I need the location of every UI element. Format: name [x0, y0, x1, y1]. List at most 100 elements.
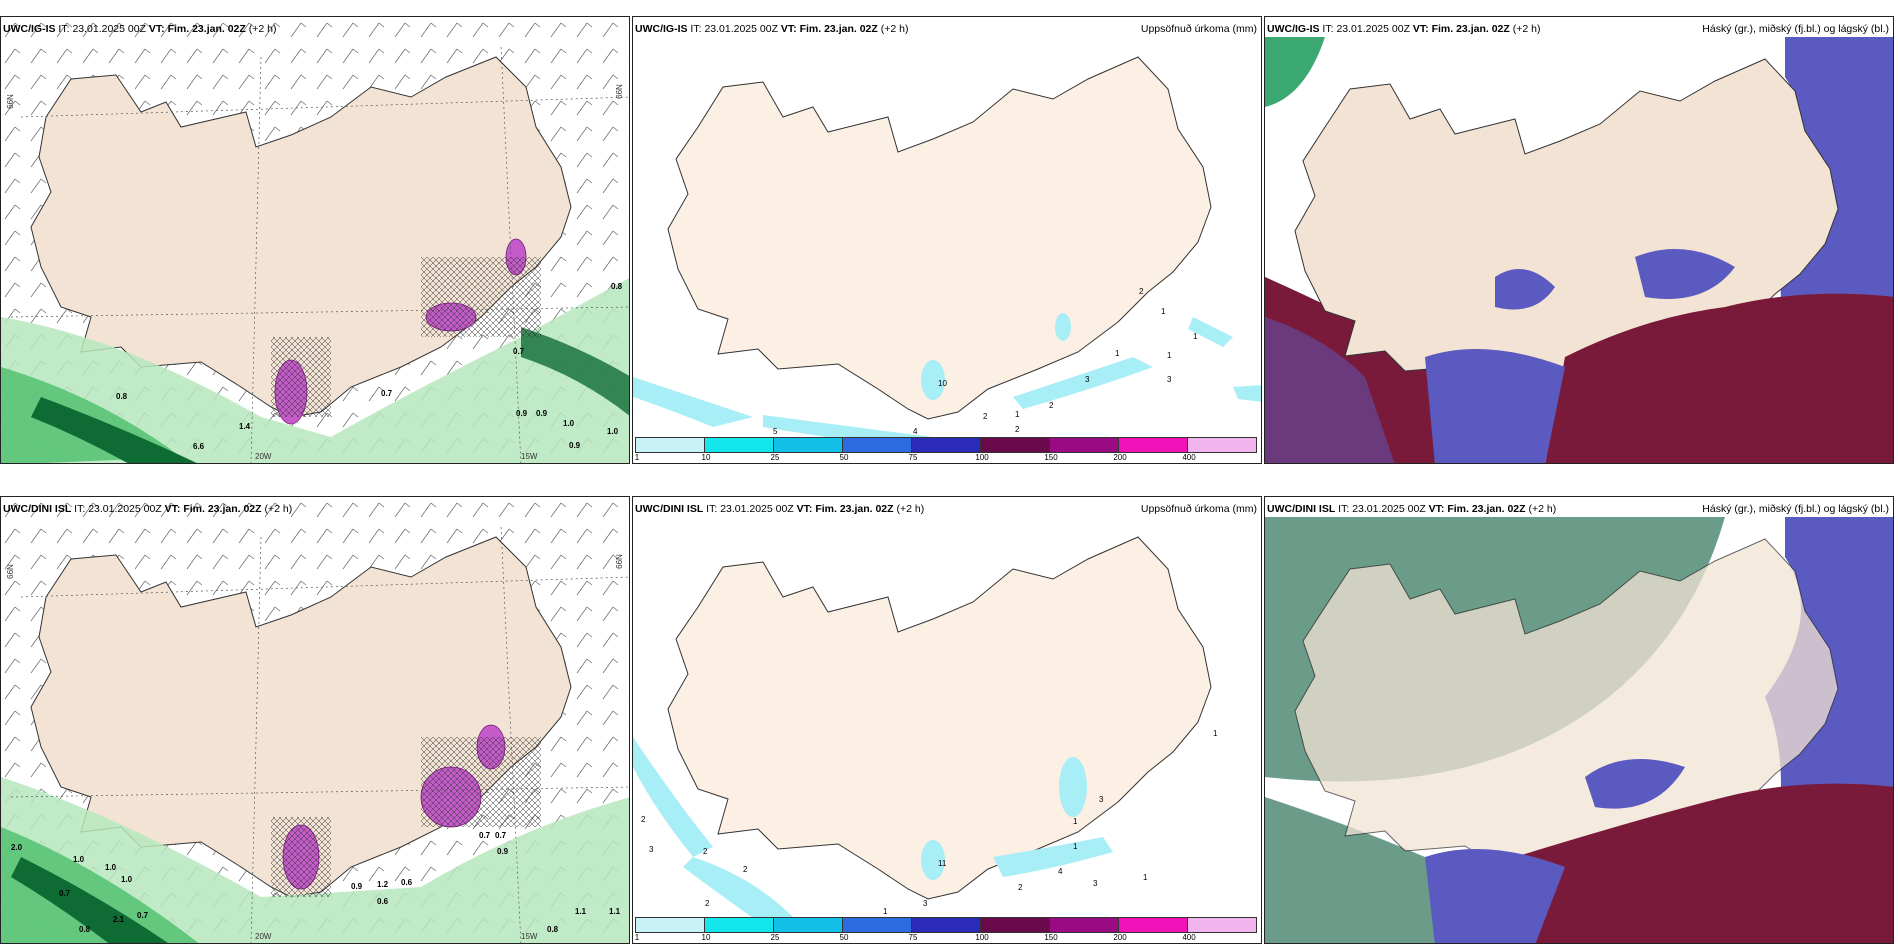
colorbar-label: 50: [839, 933, 849, 942]
colorbar-labels: 1 10 25 50 75 100 150 200 400: [635, 453, 1257, 463]
wind-value: 1.0: [105, 863, 117, 872]
wind-value: 0.8: [116, 392, 128, 401]
wind-value: 1.0: [563, 419, 575, 428]
precip-value: 3: [923, 899, 928, 908]
colorbar-swatch: [981, 918, 1050, 932]
precip-title: Uppsöfnuð úrkoma (mm): [1140, 503, 1257, 515]
colorbar-swatch: [1188, 918, 1256, 932]
wind-value: 0.8: [547, 925, 559, 934]
lon-label-b: 15W: [521, 452, 538, 461]
wind-value: 0.7: [513, 347, 525, 356]
colorbar-labels: 1 10 25 50 75 100 150 200 400: [635, 933, 1257, 943]
cloud-map-row2: [1265, 497, 1893, 943]
colorbar-label: 150: [1044, 453, 1058, 462]
colorbar-swatch: [1050, 438, 1119, 452]
colorbar-label: 25: [770, 933, 780, 942]
lon-label-b: 15W: [521, 932, 538, 941]
lon-label-a: 20W: [255, 452, 272, 461]
precip-value: 3: [649, 845, 654, 854]
lon-label-a: 20W: [255, 932, 272, 941]
precip-value: 2: [1018, 883, 1023, 892]
colorbar-swatch: [1050, 918, 1119, 932]
precip-value: 2: [1139, 287, 1144, 296]
cloud-map-row1: [1265, 17, 1893, 463]
colorbar-label: 25: [770, 453, 780, 462]
panel-title: UWC/DINI ISL IT: 23.01.2025 00Z VT: Fim.…: [1267, 503, 1557, 515]
precip-value: 2: [743, 865, 748, 874]
colorbar-label: 100: [975, 453, 989, 462]
colorbar-swatch: [774, 438, 843, 452]
colorbar-label: 100: [975, 933, 989, 942]
wind-value: 1.0: [607, 427, 619, 436]
precip-title: Uppsöfnuð úrkoma (mm): [1140, 23, 1257, 35]
wind-value: 0.7: [137, 911, 149, 920]
colorbar-swatch: [981, 438, 1050, 452]
wind-value: 0.8: [611, 282, 623, 291]
precip-value: 1: [1167, 351, 1172, 360]
wind-panel-row2: UWC/DINI ISL IT: 23.01.2025 00Z VT: Fim.…: [0, 496, 630, 944]
precip-value: 1: [1161, 307, 1166, 316]
precip-value: 4: [913, 427, 918, 436]
wind-value: 0.6: [377, 897, 389, 906]
precip-value: 3: [1093, 879, 1098, 888]
wind-value: 6.6: [193, 442, 205, 451]
wind-map-row1: [1, 17, 629, 463]
colorbar-swatch: [912, 918, 981, 932]
wind-value: 0.7: [381, 389, 393, 398]
colorbar-label: 75: [908, 453, 918, 462]
colorbar-swatch: [1119, 438, 1188, 452]
colorbar-label: 50: [839, 453, 849, 462]
precip-value: 1: [1213, 729, 1218, 738]
wind-value: 0.7: [495, 831, 507, 840]
colorbar-label: 200: [1113, 933, 1127, 942]
wind-value: 0.9: [351, 882, 363, 891]
precip-value: 10: [938, 379, 947, 388]
wind-value: 1.0: [121, 875, 133, 884]
wind-value: 1.4: [239, 422, 251, 431]
lat-label-left: 66N: [5, 564, 15, 579]
wind-value: 2.0: [11, 843, 23, 852]
colorbar-swatch: [912, 438, 981, 452]
wind-value: 0.7: [479, 831, 491, 840]
colorbar-swatch: [705, 918, 774, 932]
lat-label-right: 66N: [615, 554, 625, 569]
colorbar-label: 10: [701, 453, 711, 462]
colorbar-label: 400: [1182, 933, 1196, 942]
colorbar-label: 1: [634, 453, 640, 462]
precip-value: 1: [1143, 873, 1148, 882]
colorbar-swatch: [636, 918, 705, 932]
precip-value: 2: [641, 815, 646, 824]
colorbar-label: 75: [908, 933, 918, 942]
colorbar-swatch: [843, 438, 912, 452]
iceland-land: [667, 56, 1212, 420]
precip-panel-row1: UWC/IG-IS IT: 23.01.2025 00Z VT: Fim. 23…: [632, 16, 1262, 464]
colorbar-swatch: [774, 918, 843, 932]
panel-title: UWC/IG-IS IT: 23.01.2025 00Z VT: Fim. 23…: [635, 23, 909, 35]
colorbar-swatch: [705, 438, 774, 452]
panel-title: UWC/IG-IS IT: 23.01.2025 00Z VT: Fim. 23…: [3, 23, 277, 35]
panel-title: UWC/DINI ISL IT: 23.01.2025 00Z VT: Fim.…: [635, 503, 925, 515]
lat-label-left: 66N: [5, 94, 15, 109]
precip-value: 4: [1058, 867, 1063, 876]
wind-value: 2.1: [113, 915, 125, 924]
colorbar-label: 1: [634, 933, 640, 942]
wind-value: 1.1: [575, 907, 587, 916]
precip-colorbar: [635, 437, 1257, 453]
wind-value: 1.0: [73, 855, 85, 864]
precip-panel-row2: UWC/DINI ISL IT: 23.01.2025 00Z VT: Fim.…: [632, 496, 1262, 944]
colorbar-label: 400: [1182, 453, 1196, 462]
panel-title: UWC/IG-IS IT: 23.01.2025 00Z VT: Fim. 23…: [1267, 23, 1541, 35]
precip-value: 3: [1099, 795, 1104, 804]
precip-map-row2: [633, 536, 1212, 925]
colorbar-swatch: [636, 438, 705, 452]
precip-value: 5: [773, 427, 778, 436]
precip-value: 3: [1085, 375, 1090, 384]
cloud-panel-row2: UWC/DINI ISL IT: 23.01.2025 00Z VT: Fim.…: [1264, 496, 1894, 944]
precip-value: 2: [705, 899, 710, 908]
wind-value: 0.9: [516, 409, 528, 418]
wind-value: 1.1: [609, 907, 621, 916]
colorbar-label: 200: [1113, 453, 1127, 462]
precip-value: 1: [1015, 410, 1020, 419]
colorbar-label: 10: [701, 933, 711, 942]
panel-title: UWC/DINI ISL IT: 23.01.2025 00Z VT: Fim.…: [3, 503, 293, 515]
